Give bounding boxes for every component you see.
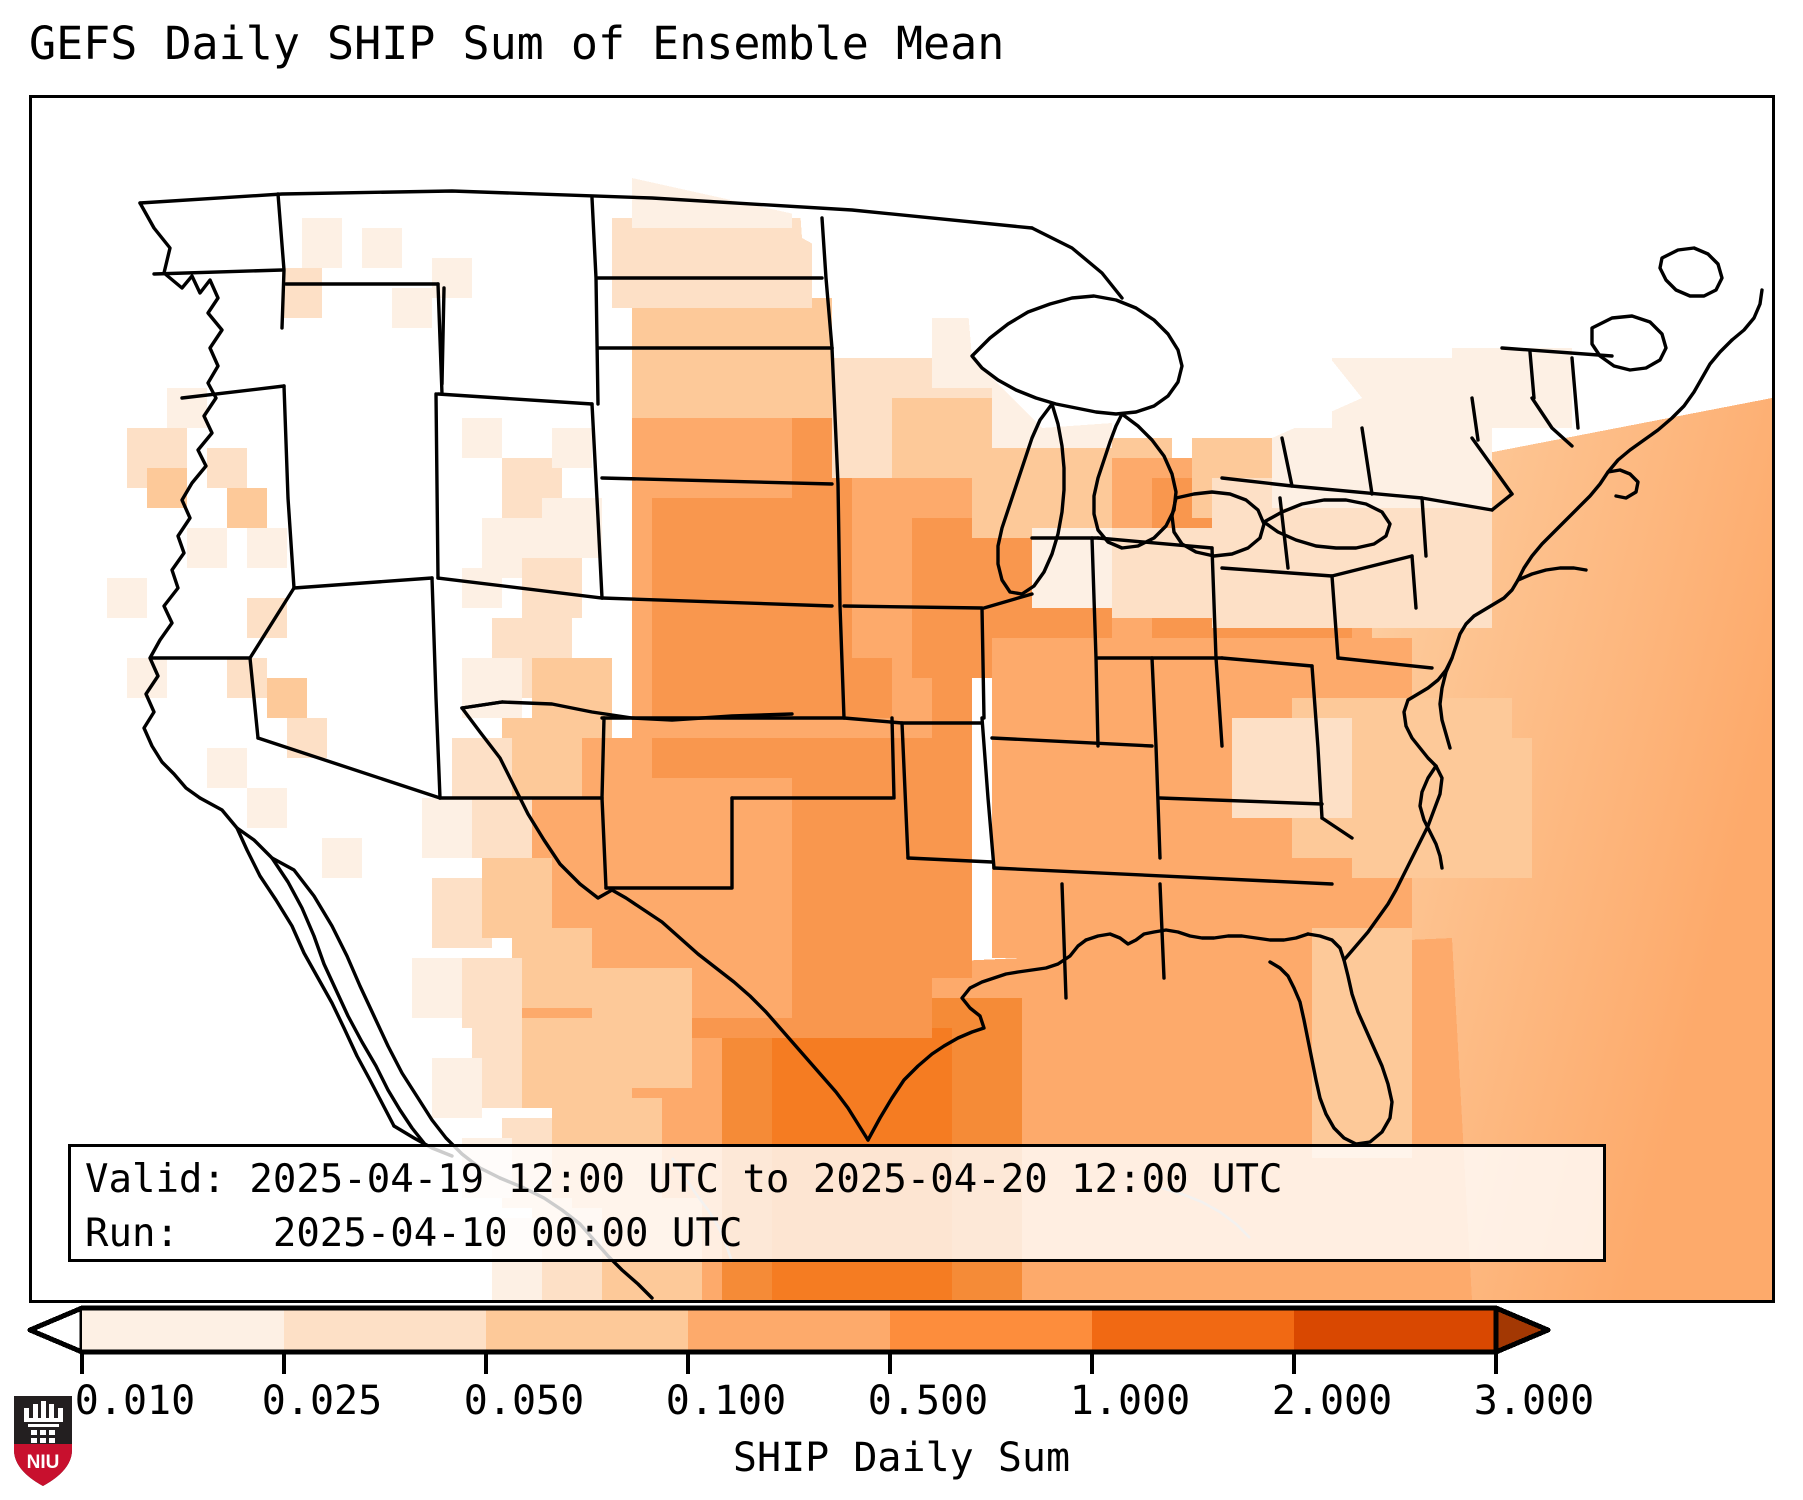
niu-logo: NIU xyxy=(14,1396,72,1486)
cb-tick-2: 0.050 xyxy=(463,1378,585,1424)
colorbar-extend-left xyxy=(27,1305,85,1355)
geographic-boundaries xyxy=(138,189,1764,1300)
cb-tick-7: 3.000 xyxy=(1473,1378,1595,1424)
cb-tick-5: 1.000 xyxy=(1069,1378,1191,1424)
cb-tick-0: 0.010 xyxy=(74,1378,196,1424)
map-canvas xyxy=(32,98,1772,1300)
colorbar[interactable] xyxy=(0,1296,1803,1376)
cb-tick-6: 2.000 xyxy=(1271,1378,1393,1424)
colorbar-ticks xyxy=(80,1352,1498,1374)
colorbar-tick-labels: 0.010 0.025 0.050 0.100 0.500 1.000 2.00… xyxy=(0,1375,1803,1431)
info-box: Valid: 2025-04-19 12:00 UTC to 2025-04-2… xyxy=(68,1144,1606,1262)
castle-icon xyxy=(24,1401,63,1443)
page-title: GEFS Daily SHIP Sum of Ensemble Mean xyxy=(29,17,1005,70)
colorbar-bands xyxy=(27,1305,1551,1355)
cb-tick-4: 0.500 xyxy=(867,1378,989,1424)
niu-logo-text: NIU xyxy=(27,1452,60,1473)
cb-tick-3: 0.100 xyxy=(665,1378,787,1424)
valid-time-text: Valid: 2025-04-19 12:00 UTC to 2025-04-2… xyxy=(85,1157,1283,1202)
data-field xyxy=(32,98,1772,1300)
cb-tick-1: 0.025 xyxy=(261,1378,383,1424)
run-time-text: Run: 2025-04-10 00:00 UTC xyxy=(85,1211,743,1256)
colorbar-axis-label: SHIP Daily Sum xyxy=(732,1435,1071,1481)
map-axes xyxy=(29,95,1775,1303)
colorbar-extend-right xyxy=(1493,1305,1551,1355)
